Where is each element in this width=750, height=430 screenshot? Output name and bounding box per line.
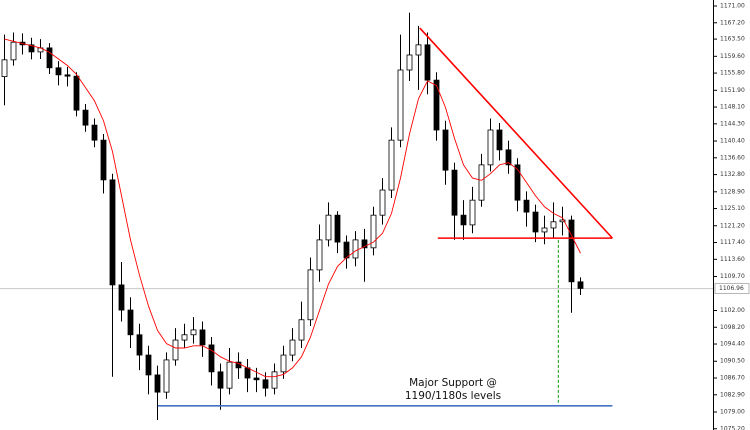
y-tick-label: 1098.20 — [720, 324, 745, 331]
candle-body — [226, 361, 233, 389]
y-tick-label: 1151.90 — [720, 87, 745, 94]
candle-body — [424, 44, 431, 81]
y-tick-label: 1167.20 — [720, 19, 745, 26]
candle-body — [406, 54, 413, 71]
candle-body — [190, 329, 197, 336]
y-tick-label: 1144.30 — [720, 120, 745, 127]
y-tick-label: 1094.40 — [720, 341, 745, 348]
candle-body — [163, 359, 170, 393]
candle-body — [145, 354, 152, 376]
candle-body — [28, 44, 35, 53]
y-tick-label: 1171.00 — [720, 3, 745, 10]
candle-body — [379, 189, 386, 216]
candle-body — [1, 59, 8, 78]
y-tick-label: 1128.90 — [720, 188, 745, 195]
candle-body — [64, 74, 71, 77]
candle-body — [514, 164, 521, 201]
candle-body — [325, 214, 332, 241]
candle-body — [298, 319, 305, 341]
y-tick-label: 1148.10 — [720, 104, 745, 111]
y-tick-label: 1159.60 — [720, 53, 745, 60]
candle-body — [361, 239, 368, 249]
candle-body — [82, 109, 89, 126]
candle-body — [577, 281, 584, 289]
y-tick-label: 1090.50 — [720, 358, 745, 365]
candle-body — [199, 329, 206, 346]
candle-body — [415, 44, 422, 56]
candle-body — [559, 219, 566, 223]
y-tick-label: 1086.70 — [720, 375, 745, 382]
candle-body — [505, 149, 512, 166]
candle-body — [244, 367, 251, 379]
candle-body — [118, 284, 125, 311]
candle-body — [433, 79, 440, 131]
candle-body — [127, 309, 134, 336]
candle-body — [55, 67, 62, 76]
candle-body — [523, 199, 530, 213]
y-tick-label: 1109.70 — [720, 273, 745, 280]
candle-body — [397, 69, 404, 141]
y-tick-label: 1113.60 — [720, 256, 745, 263]
candle-body — [442, 129, 449, 171]
candle-body — [487, 129, 494, 166]
y-tick-label: 1117.40 — [720, 239, 745, 246]
candle-body — [478, 164, 485, 201]
candle-body — [262, 379, 269, 389]
current-price-box — [714, 283, 750, 294]
y-tick-label: 1136.60 — [720, 154, 745, 161]
candle-body — [217, 371, 224, 389]
candle-body — [316, 239, 323, 271]
candle-body — [460, 214, 467, 226]
candle-body — [172, 339, 179, 361]
y-tick-label: 1125.10 — [720, 205, 745, 212]
candle-body — [550, 221, 557, 229]
y-tick-label: 1155.80 — [720, 70, 745, 77]
candle-body — [496, 129, 503, 151]
candle-body — [91, 124, 98, 141]
candle-body — [541, 227, 548, 233]
y-tick-label: 1140.40 — [720, 138, 745, 145]
candle-body — [532, 211, 539, 233]
candle-body — [10, 41, 17, 61]
candle-body — [271, 371, 278, 389]
candle-body — [136, 334, 143, 356]
candle-body — [568, 219, 575, 283]
y-tick-label: 1163.50 — [720, 36, 745, 43]
candle-body — [307, 269, 314, 321]
candle-body — [451, 169, 458, 216]
y-tick-label: 1102.00 — [720, 307, 745, 314]
candle-body — [334, 214, 341, 243]
annotation: 1190/1180s levels — [405, 390, 501, 402]
candle-body — [388, 139, 395, 191]
current-price-label: 1106.96 — [719, 285, 744, 292]
candle-body — [289, 339, 296, 356]
candle-body — [154, 374, 161, 393]
candle-body — [46, 47, 53, 69]
candle-body — [469, 199, 476, 226]
y-tick-label: 1075.20 — [720, 425, 745, 430]
y-tick-label: 1121.20 — [720, 222, 745, 229]
candles — [1, 12, 584, 420]
candle-body — [280, 354, 287, 373]
candle-body — [208, 344, 215, 373]
drawn-line — [419, 27, 613, 239]
annotation: Major Support @ — [409, 377, 497, 389]
candle-body — [352, 239, 359, 259]
moving-average — [4, 38, 581, 378]
candle-body — [181, 334, 188, 341]
y-tick-label: 1132.80 — [720, 171, 745, 178]
y-tick-label: 1079.00 — [720, 408, 745, 415]
candle-body — [343, 241, 350, 259]
candle-body — [109, 179, 116, 286]
candle-body — [253, 377, 260, 381]
y-tick-label: 1082.90 — [720, 391, 745, 398]
candle-body — [73, 75, 80, 111]
candle-body — [370, 214, 377, 249]
candle-body — [100, 139, 107, 181]
